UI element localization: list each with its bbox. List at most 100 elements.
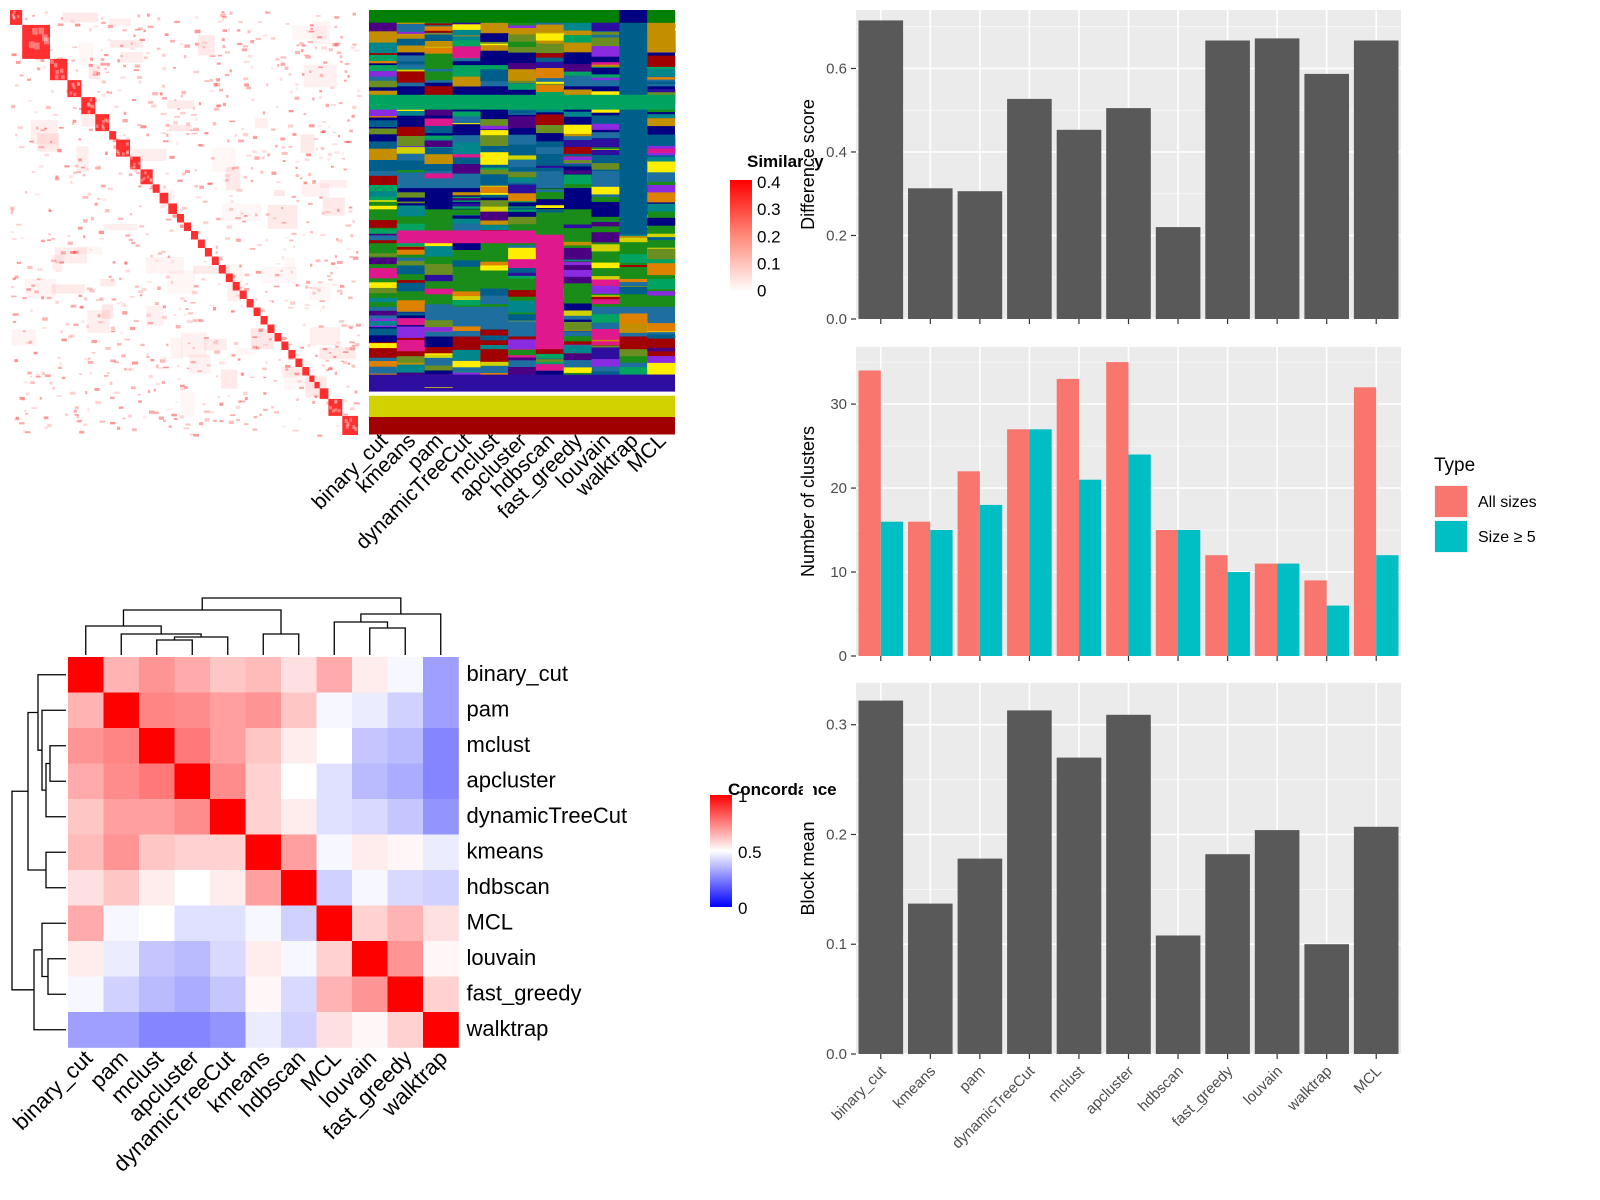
similarity-cell bbox=[324, 259, 329, 262]
similarity-cell bbox=[124, 261, 127, 265]
similarity-block-hole bbox=[133, 162, 136, 166]
similarity-cell bbox=[243, 423, 249, 426]
membership-cell bbox=[619, 286, 648, 295]
membership-cell bbox=[619, 236, 648, 239]
similarity-cell bbox=[244, 215, 248, 217]
x-tick-label-louvain: louvain bbox=[1240, 1063, 1286, 1109]
similarity-cell bbox=[110, 278, 115, 282]
similarity-cell bbox=[230, 310, 236, 313]
legend-title-clip bbox=[803, 140, 813, 180]
membership-cell bbox=[535, 91, 564, 97]
membership-cell bbox=[396, 223, 425, 233]
similarity-cell bbox=[352, 12, 356, 16]
similarity-cell bbox=[285, 364, 291, 368]
membership-cell bbox=[563, 353, 592, 361]
similarity-cell bbox=[148, 101, 154, 104]
similarity-cell bbox=[230, 274, 236, 279]
membership-cell bbox=[369, 310, 398, 316]
similarity-cell bbox=[81, 166, 85, 169]
similarity-cell bbox=[88, 357, 91, 360]
similarity-cell bbox=[197, 318, 202, 322]
membership-cell bbox=[369, 328, 398, 336]
similarity-cell bbox=[190, 301, 196, 304]
similarity-block-hole bbox=[87, 110, 91, 114]
membership-cell bbox=[480, 169, 509, 176]
similarity-cell bbox=[291, 195, 297, 198]
similarity-cell bbox=[284, 66, 289, 70]
membership-cell bbox=[452, 135, 481, 146]
similarity-cell bbox=[67, 241, 73, 245]
similarity-block bbox=[204, 248, 212, 257]
membership-cell bbox=[535, 369, 564, 377]
membership-cell bbox=[369, 417, 675, 434]
similarity-cell bbox=[341, 152, 345, 155]
similarity-block-hole bbox=[149, 179, 153, 183]
similarity-block-hole bbox=[72, 85, 76, 89]
similarity-cell bbox=[64, 165, 70, 168]
similarity-cell bbox=[343, 168, 347, 171]
similarity-cell bbox=[123, 304, 128, 308]
membership-cell bbox=[563, 248, 592, 260]
membership-cell bbox=[591, 244, 620, 252]
similarity-cell bbox=[340, 284, 345, 288]
similarity-cell bbox=[138, 290, 143, 294]
concordance-cell bbox=[352, 657, 388, 693]
similarity-cell bbox=[222, 102, 226, 107]
similarity-cell bbox=[71, 59, 76, 62]
membership-cell bbox=[591, 297, 620, 305]
membership-cell bbox=[508, 69, 537, 81]
similarity-cell bbox=[128, 414, 132, 418]
similarity-patch bbox=[30, 119, 58, 145]
membership-cell bbox=[480, 119, 509, 126]
similarity-cell bbox=[76, 171, 81, 173]
membership-cell bbox=[508, 158, 537, 168]
similarity-cell bbox=[344, 70, 348, 73]
concordance-cell bbox=[316, 976, 353, 1013]
similarity-cell bbox=[105, 151, 108, 155]
membership-cell bbox=[452, 205, 481, 209]
similarity-cell bbox=[194, 169, 197, 172]
concordance-row-label-mclust: mclust bbox=[467, 732, 531, 757]
similarity-cell bbox=[273, 379, 278, 382]
similarity-cell bbox=[186, 367, 190, 370]
membership-cell bbox=[480, 153, 509, 165]
similarity-cell bbox=[265, 290, 268, 293]
similarity-patch bbox=[322, 197, 345, 216]
similarity-cell bbox=[331, 283, 338, 287]
similarity-cell bbox=[290, 301, 296, 305]
similarity-cell bbox=[240, 212, 244, 215]
similarity-cell bbox=[192, 106, 196, 110]
concordance-cell bbox=[352, 905, 388, 942]
similarity-cell bbox=[263, 376, 267, 379]
similarity-cell bbox=[11, 285, 15, 288]
concordance-row-label-louvain: louvain bbox=[467, 945, 537, 970]
similarity-cell bbox=[42, 317, 48, 321]
membership-cell bbox=[563, 35, 592, 43]
membership-cell bbox=[647, 192, 676, 203]
membership-cell bbox=[424, 304, 453, 310]
membership-cell bbox=[369, 335, 398, 343]
similarity-cell bbox=[130, 48, 135, 50]
y-tick-label: 20 bbox=[830, 480, 847, 497]
similarity-cell bbox=[348, 209, 353, 213]
similarity-patch bbox=[108, 18, 131, 27]
similarity-cell bbox=[194, 117, 199, 121]
similarity-cell bbox=[325, 103, 329, 108]
membership-cell bbox=[647, 217, 676, 226]
similarity-cell bbox=[338, 135, 340, 138]
similarity-cell bbox=[77, 419, 82, 423]
similarity-patch bbox=[52, 255, 63, 271]
x-tick-label-pam: pam bbox=[956, 1063, 989, 1096]
similarity-cell bbox=[37, 67, 41, 71]
similarity-cell bbox=[161, 381, 165, 384]
y-axis-label: Block mean bbox=[798, 821, 818, 915]
similarity-cell bbox=[354, 390, 358, 394]
similarity-cell bbox=[319, 300, 326, 302]
concordance-cell bbox=[139, 728, 175, 764]
similarity-block-hole bbox=[34, 42, 40, 50]
similarity-cell bbox=[31, 407, 37, 409]
similarity-cell bbox=[80, 305, 84, 309]
membership-cell bbox=[535, 364, 564, 371]
membership-cell bbox=[591, 371, 620, 378]
similarity-block-hole bbox=[337, 409, 341, 413]
